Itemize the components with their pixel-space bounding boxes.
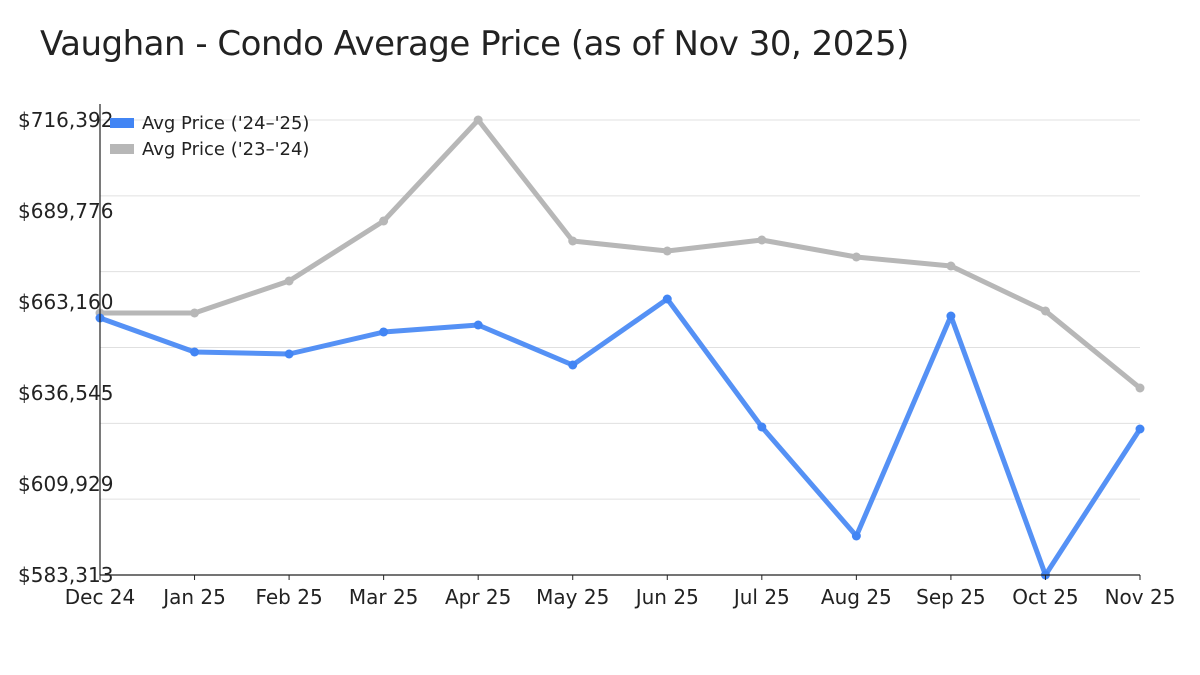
x-axis-labels: Dec 24 Jan 25 Feb 25 Mar 25 Apr 25 May 25 Jun …	[65, 585, 1176, 609]
data-point[interactable]	[379, 327, 389, 337]
data-point[interactable]	[190, 308, 200, 318]
x-tick-label: Sep 25	[916, 585, 986, 609]
data-point[interactable]	[190, 347, 200, 357]
data-point[interactable]	[946, 311, 956, 321]
data-point[interactable]	[473, 115, 483, 125]
series-line-0	[97, 296, 1143, 578]
data-point[interactable]	[1135, 383, 1145, 393]
legend: Avg Price ('24–'25) Avg Price ('23–'24)	[110, 113, 309, 160]
chart-title: Vaughan - Condo Average Price (as of Nov…	[40, 24, 909, 64]
data-point[interactable]	[568, 236, 578, 246]
x-tick-label: Nov 25	[1105, 585, 1176, 609]
x-tick-label: Apr 25	[445, 585, 511, 609]
data-point[interactable]	[851, 252, 861, 262]
y-tick-label: $583,313	[18, 563, 113, 587]
data-point[interactable]	[946, 261, 956, 271]
data-point[interactable]	[1040, 306, 1050, 316]
gridlines	[100, 119, 1140, 500]
x-tick-label: Oct 25	[1012, 585, 1078, 609]
data-point[interactable]	[1135, 424, 1145, 434]
data-point[interactable]	[284, 349, 294, 359]
series-group	[95, 115, 1145, 580]
x-tick-label: Jan 25	[161, 585, 226, 609]
x-tick-label: Feb 25	[255, 585, 322, 609]
data-point[interactable]	[568, 360, 578, 370]
x-tick-label: Mar 25	[349, 585, 419, 609]
x-tick-label: Aug 25	[821, 585, 892, 609]
y-tick-label: $609,929	[18, 472, 113, 496]
data-point[interactable]	[757, 235, 767, 245]
legend-swatch-0	[110, 118, 134, 128]
data-point[interactable]	[379, 216, 389, 226]
x-tick-label: Dec 24	[65, 585, 136, 609]
y-tick-label: $636,545	[18, 381, 113, 405]
data-point[interactable]	[757, 422, 767, 432]
data-point[interactable]	[851, 531, 861, 541]
series-line-1	[97, 117, 1143, 391]
legend-label-0: Avg Price ('24–'25)	[142, 113, 309, 134]
data-point[interactable]	[284, 276, 294, 286]
legend-swatch-1	[110, 144, 134, 154]
x-tick-label: Jun 25	[634, 585, 699, 609]
legend-label-1: Avg Price ('23–'24)	[142, 139, 309, 160]
data-point[interactable]	[662, 246, 672, 256]
axes	[99, 104, 1141, 580]
data-point[interactable]	[662, 294, 672, 304]
data-point[interactable]	[473, 320, 483, 330]
y-axis-labels: $583,313 $609,929 $636,545 $663,160 $689,776…	[18, 108, 113, 587]
y-tick-label: $663,160	[18, 290, 113, 314]
y-tick-label: $716,392	[18, 108, 113, 132]
x-tick-label: May 25	[536, 585, 609, 609]
y-tick-label: $689,776	[18, 199, 113, 223]
x-tick-label: Jul 25	[732, 585, 790, 609]
